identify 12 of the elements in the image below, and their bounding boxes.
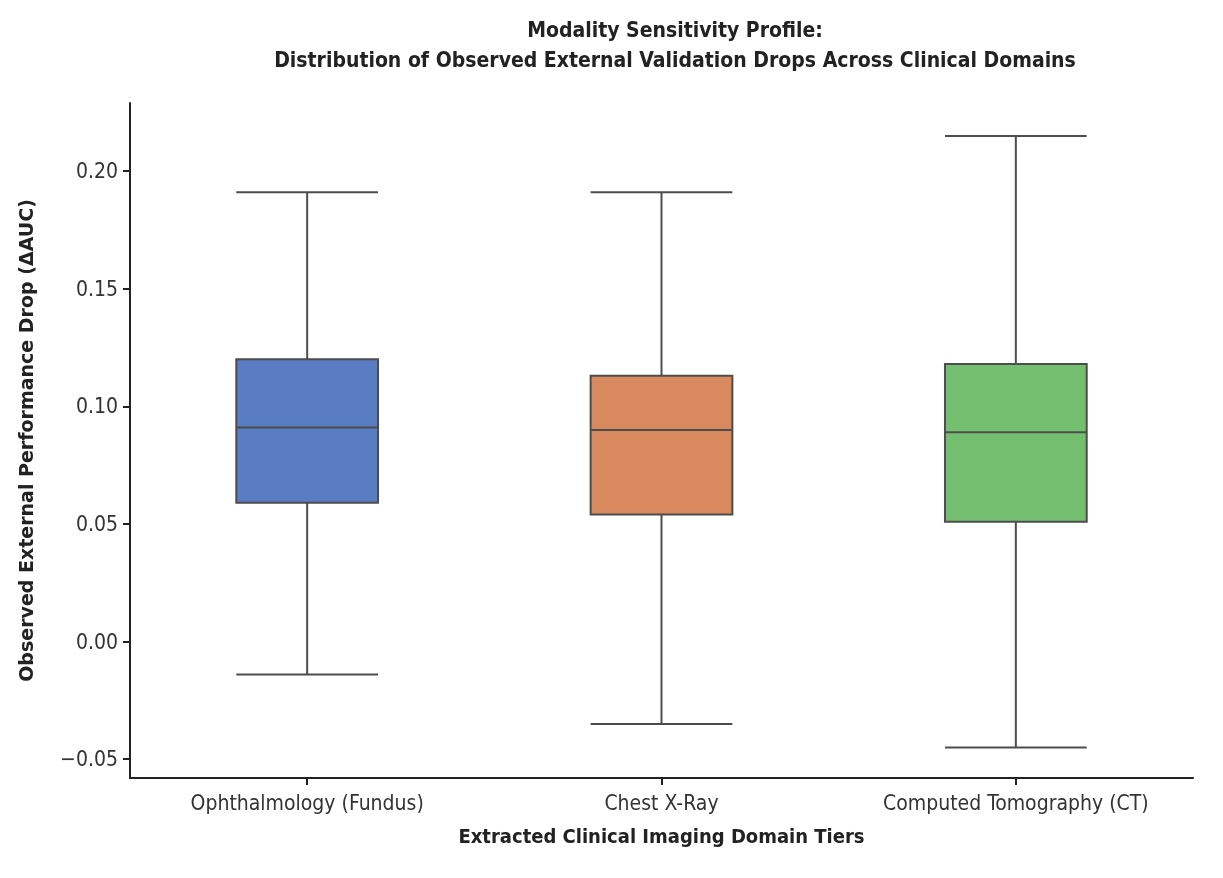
chart-title: Modality Sensitivity Profile: Distribution of Observed External Validation Drops Across Clinical Domains — [274, 18, 1076, 72]
y-tick-label: 0.05 — [75, 511, 118, 536]
x-axis-title: Extracted Clinical Imaging Domain Tiers — [458, 824, 865, 848]
x-tick-label: Ophthalmology (Fundus) — [190, 790, 424, 815]
y-tick-label: −0.05 — [60, 747, 118, 772]
x-tick-label: Chest X-Ray — [604, 790, 719, 815]
y-tick-label: 0.00 — [75, 629, 118, 654]
x-tick-label: Computed Tomography (CT) — [883, 790, 1149, 815]
y-tick-label: 0.20 — [75, 159, 118, 184]
y-axis-title: Observed External Performance Drop (ΔAUC) — [14, 199, 37, 682]
y-tick-label: 0.10 — [75, 394, 118, 419]
y-tick-label: 0.15 — [75, 276, 118, 301]
